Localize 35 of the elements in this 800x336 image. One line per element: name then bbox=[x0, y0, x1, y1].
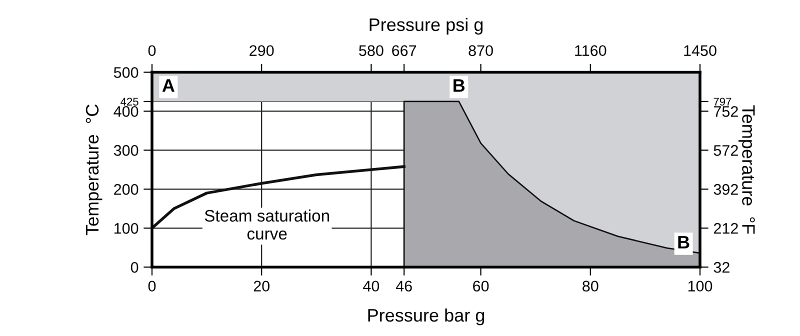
y2-tick-label: 212 bbox=[714, 223, 738, 234]
y2-axis-title: Temperature °F bbox=[738, 105, 755, 234]
x2-tick-label: 1160 bbox=[575, 45, 606, 56]
x2-tick-label: 870 bbox=[468, 45, 493, 56]
y-tick-label: 0 bbox=[130, 262, 138, 273]
x-tick-label: 60 bbox=[473, 280, 489, 292]
x-tick-label: 46 bbox=[396, 280, 412, 292]
x-axis-title: Pressure bar g bbox=[368, 308, 484, 326]
x-tick-label: 0 bbox=[148, 280, 156, 292]
y2-tick-label: 572 bbox=[714, 145, 738, 156]
y-axis-title: Temperature °C bbox=[86, 104, 102, 236]
x2-tick-label: 0 bbox=[148, 45, 156, 56]
y2-tick-label: 392 bbox=[714, 184, 738, 195]
y2-tick-label: 752 bbox=[714, 106, 738, 117]
y-tick-label: 300 bbox=[114, 145, 138, 156]
annotation: Steam saturation curve bbox=[204, 209, 329, 240]
x-tick-label: 20 bbox=[254, 280, 270, 292]
y-tick-label: 100 bbox=[114, 223, 138, 234]
y-tick-label: 500 bbox=[114, 67, 138, 78]
x2-tick-label: 580 bbox=[359, 45, 384, 56]
annotation: A bbox=[162, 79, 174, 92]
y-tick-label: 200 bbox=[114, 184, 138, 195]
x2-axis-title: Pressure psi g bbox=[370, 18, 483, 35]
x-tick-label: 80 bbox=[582, 280, 598, 292]
y-tick-label: 425 bbox=[120, 98, 138, 106]
x-tick-label: 40 bbox=[363, 280, 380, 292]
y-tick-label: 400 bbox=[114, 106, 138, 117]
x-tick-label: 100 bbox=[688, 280, 712, 292]
y2-tick-label: 797 bbox=[714, 98, 732, 106]
y2-tick-label: 32 bbox=[714, 262, 730, 273]
x2-tick-label: 290 bbox=[250, 45, 274, 56]
annotation: B bbox=[454, 79, 465, 92]
x2-tick-label: 1450 bbox=[684, 45, 716, 56]
annotation: B bbox=[678, 236, 690, 248]
x2-tick-label: 667 bbox=[392, 45, 416, 56]
